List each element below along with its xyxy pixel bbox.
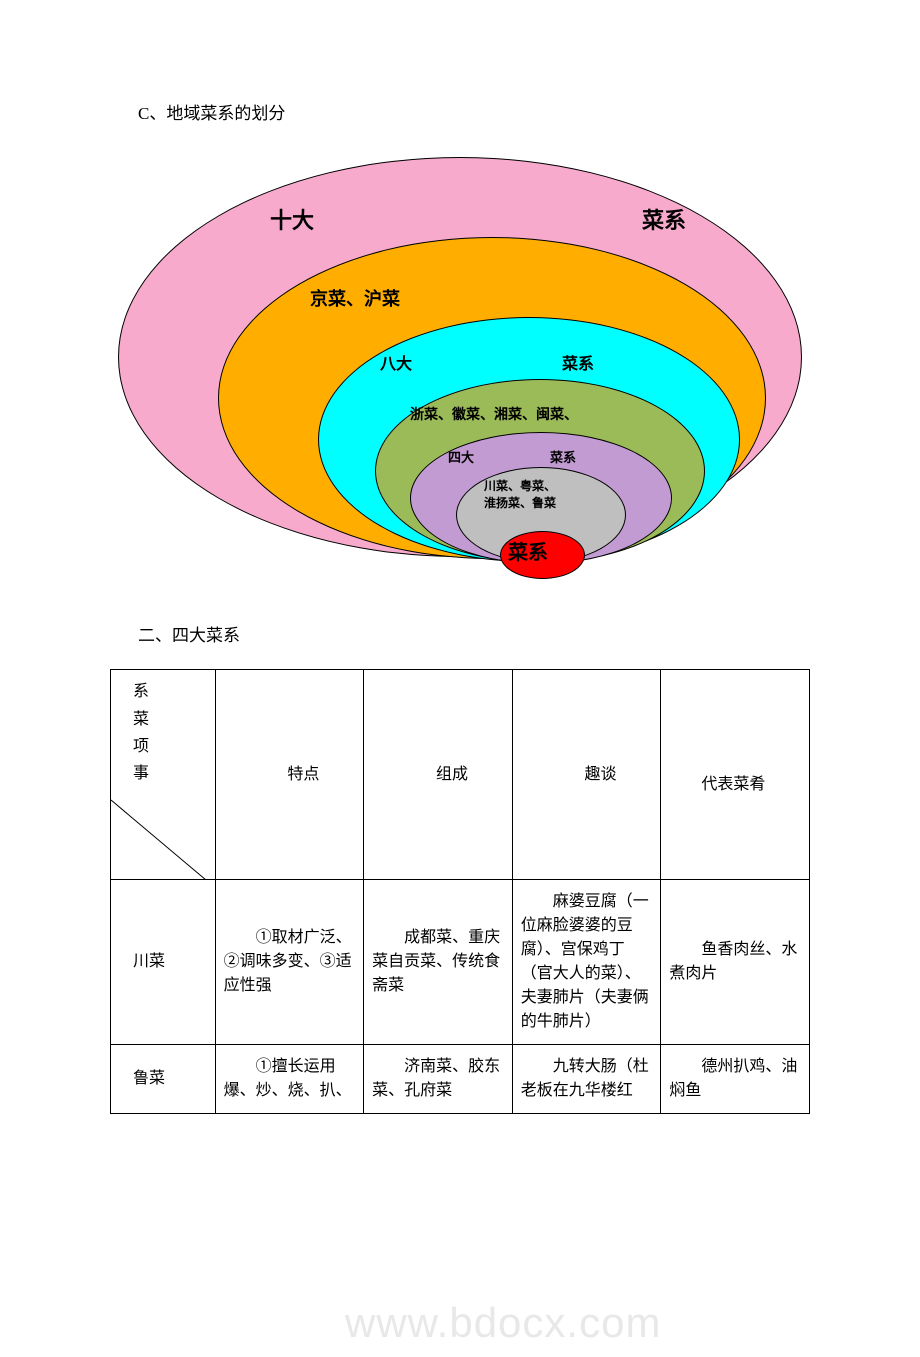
venn-diagram-container: 十大 菜系 京菜、沪菜 八大 菜系 浙菜、徽菜、湘菜、闽菜、 四大 菜系 川菜、… [110, 157, 810, 582]
cell-row1-col2: ①取材广泛、②调味多变、③适应性强 [215, 880, 364, 1045]
table-header-col4: 趣谈 [512, 670, 661, 880]
cell-row1-col4: 麻婆豆腐（一位麻脸婆婆的豆腐）、宫保鸡丁（官大人的菜）、夫妻肺片（夫妻俩的牛肺片… [512, 880, 661, 1045]
row1-col4-text: 麻婆豆腐（一位麻脸婆婆的豆腐）、宫保鸡丁（官大人的菜）、夫妻肺片（夫妻俩的牛肺片… [521, 890, 653, 1034]
row1-col5-text: 鱼香肉丝、水煮肉片 [669, 938, 801, 986]
header-col4-text: 趣谈 [521, 763, 653, 787]
header-col3-text: 组成 [372, 763, 504, 787]
row1-col2-text: ①取材广泛、②调味多变、③适应性强 [224, 926, 356, 998]
cell-row1-col3: 成都菜、重庆菜自贡菜、传统食斋菜 [364, 880, 513, 1045]
diagram-label-l1-right: 菜系 [642, 203, 686, 238]
row2-col5-text: 德州扒鸡、油焖鱼 [669, 1055, 801, 1103]
diagram-label-l3-left: 八大 [380, 352, 412, 378]
row2-name-text: 鲁菜 [119, 1067, 207, 1091]
cell-row1-col5: 鱼香肉丝、水煮肉片 [661, 880, 810, 1045]
table-header-col3: 组成 [364, 670, 513, 880]
table-header-diagonal-cell: 系 菜 项 事 [111, 670, 216, 880]
cell-row2-col2: ①擅长运用爆、炒、烧、扒、 [215, 1045, 364, 1114]
diagram-label-l6-line2: 淮扬菜、鲁菜 [484, 494, 556, 513]
diagonal-line-icon [111, 670, 206, 880]
row2-col4-text: 九转大肠（杜老板在九华楼红 [521, 1055, 653, 1103]
section-heading-2: 二、四大菜系 [110, 622, 810, 649]
header-col5-text: 代表菜肴 [669, 753, 801, 797]
diagram-label-l2: 京菜、沪菜 [310, 285, 400, 314]
diagram-label-l1-left: 十大 [270, 203, 314, 238]
row1-col3-text: 成都菜、重庆菜自贡菜、传统食斋菜 [372, 926, 504, 998]
cuisine-table: 系 菜 项 事 特点 组成 趣谈 代表菜肴 川菜 ①取材广泛、②调味多变、③适应… [110, 669, 810, 1114]
watermark-text: www.bdocx.com [345, 1289, 661, 1356]
table-row: 川菜 ①取材广泛、②调味多变、③适应性强 成都菜、重庆菜自贡菜、传统食斋菜 麻婆… [111, 880, 810, 1045]
header-col2-text: 特点 [224, 763, 356, 787]
diagram-label-l3-right: 菜系 [562, 352, 594, 378]
diagram-label-l4: 浙菜、徽菜、湘菜、闽菜、 [410, 405, 578, 427]
diagram-label-l7: 菜系 [508, 537, 548, 569]
section-heading-c: C、地域菜系的划分 [110, 100, 810, 127]
table-header-col5: 代表菜肴 [661, 670, 810, 880]
cell-row2-col4: 九转大肠（杜老板在九华楼红 [512, 1045, 661, 1114]
diagram-label-l5-left: 四大 [448, 448, 474, 469]
row1-name-text: 川菜 [119, 950, 207, 974]
cell-row2-col5: 德州扒鸡、油焖鱼 [661, 1045, 810, 1114]
table-header-col2: 特点 [215, 670, 364, 880]
diagram-label-l5-right: 菜系 [550, 448, 576, 469]
cell-row2-col3: 济南菜、胶东菜、孔府菜 [364, 1045, 513, 1114]
table-header-row: 系 菜 项 事 特点 组成 趣谈 代表菜肴 [111, 670, 810, 880]
cell-row1-name: 川菜 [111, 880, 216, 1045]
row2-col3-text: 济南菜、胶东菜、孔府菜 [372, 1055, 504, 1103]
table-row: 鲁菜 ①擅长运用爆、炒、烧、扒、 济南菜、胶东菜、孔府菜 九转大肠（杜老板在九华… [111, 1045, 810, 1114]
row2-col2-text: ①擅长运用爆、炒、烧、扒、 [224, 1055, 356, 1103]
cell-row2-name: 鲁菜 [111, 1045, 216, 1114]
